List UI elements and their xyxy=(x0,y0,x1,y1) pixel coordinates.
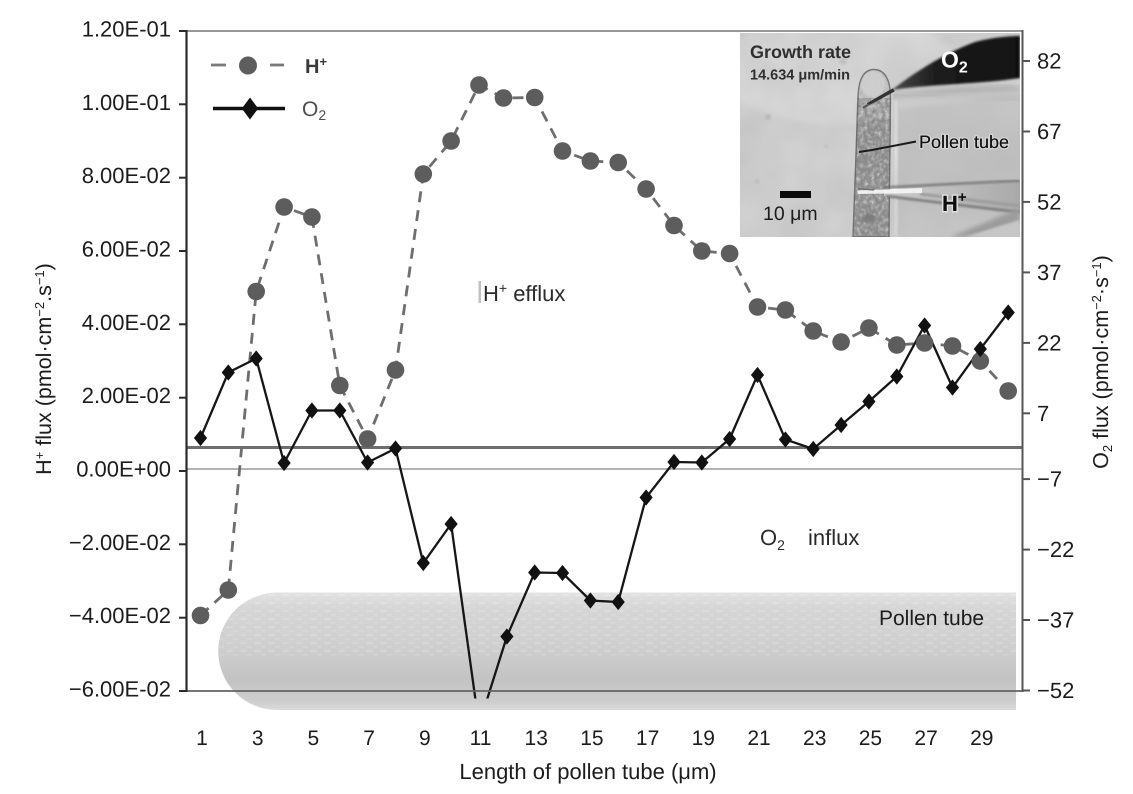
svg-text:H+ efflux: H+ efflux xyxy=(483,280,565,306)
svg-text:13: 13 xyxy=(525,727,548,750)
svg-text:67: 67 xyxy=(1037,119,1061,144)
svg-text:−4.00E-02: −4.00E-02 xyxy=(69,603,171,628)
svg-text:1: 1 xyxy=(196,727,208,750)
svg-text:2.00E-02: 2.00E-02 xyxy=(82,383,171,408)
svg-text:−6.00E-02: −6.00E-02 xyxy=(69,677,171,702)
svg-text:−7: −7 xyxy=(1037,467,1062,492)
svg-text:7: 7 xyxy=(1037,401,1049,426)
svg-text:23: 23 xyxy=(803,727,826,750)
svg-text:27: 27 xyxy=(914,727,937,750)
svg-text:17: 17 xyxy=(636,727,659,750)
svg-text:11: 11 xyxy=(470,727,492,750)
svg-text:−2.00E-02: −2.00E-02 xyxy=(69,530,171,555)
svg-text:Growth rate: Growth rate xyxy=(750,42,851,62)
svg-text:10 μm: 10 μm xyxy=(763,203,818,225)
svg-text:52: 52 xyxy=(1037,189,1061,214)
svg-text:Length of pollen tube (μm): Length of pollen tube (μm) xyxy=(459,759,716,784)
svg-text:H+ flux (pmol·cm−2.s−1): H+ flux (pmol·cm−2.s−1) xyxy=(32,263,56,475)
svg-text:29: 29 xyxy=(970,727,993,750)
svg-text:14.634 μm/min: 14.634 μm/min xyxy=(750,68,850,84)
svg-text:Pollen tube: Pollen tube xyxy=(919,132,1009,152)
svg-text:0.00E+00: 0.00E+00 xyxy=(76,457,171,482)
svg-text:Pollen tube: Pollen tube xyxy=(879,607,984,630)
svg-text:6.00E-02: 6.00E-02 xyxy=(82,237,171,262)
svg-text:5: 5 xyxy=(308,727,320,750)
svg-text:37: 37 xyxy=(1037,260,1061,285)
svg-text:Pollen tube: Pollen tube xyxy=(919,132,1009,152)
svg-text:1.00E-01: 1.00E-01 xyxy=(82,90,171,115)
svg-text:4.00E-02: 4.00E-02 xyxy=(82,310,171,335)
svg-text:7: 7 xyxy=(363,727,375,750)
svg-text:9: 9 xyxy=(419,727,431,750)
svg-text:3: 3 xyxy=(252,727,264,750)
svg-text:15: 15 xyxy=(580,727,603,750)
svg-text:19: 19 xyxy=(692,727,715,750)
svg-text:1.20E-01: 1.20E-01 xyxy=(82,17,171,42)
svg-text:O2 flux (pmol·cm−2·s−1): O2 flux (pmol·cm−2·s−1) xyxy=(1089,255,1115,469)
svg-text:−52: −52 xyxy=(1037,678,1074,703)
svg-text:8.00E-02: 8.00E-02 xyxy=(82,163,171,188)
svg-text:22: 22 xyxy=(1037,330,1061,355)
svg-text:O2 influx: O2 influx xyxy=(760,525,859,553)
svg-text:82: 82 xyxy=(1037,49,1061,74)
svg-text:25: 25 xyxy=(859,727,882,750)
svg-text:−37: −37 xyxy=(1037,608,1074,633)
svg-text:21: 21 xyxy=(747,727,770,750)
svg-text:H: H xyxy=(942,191,958,216)
svg-text:−22: −22 xyxy=(1037,537,1074,562)
